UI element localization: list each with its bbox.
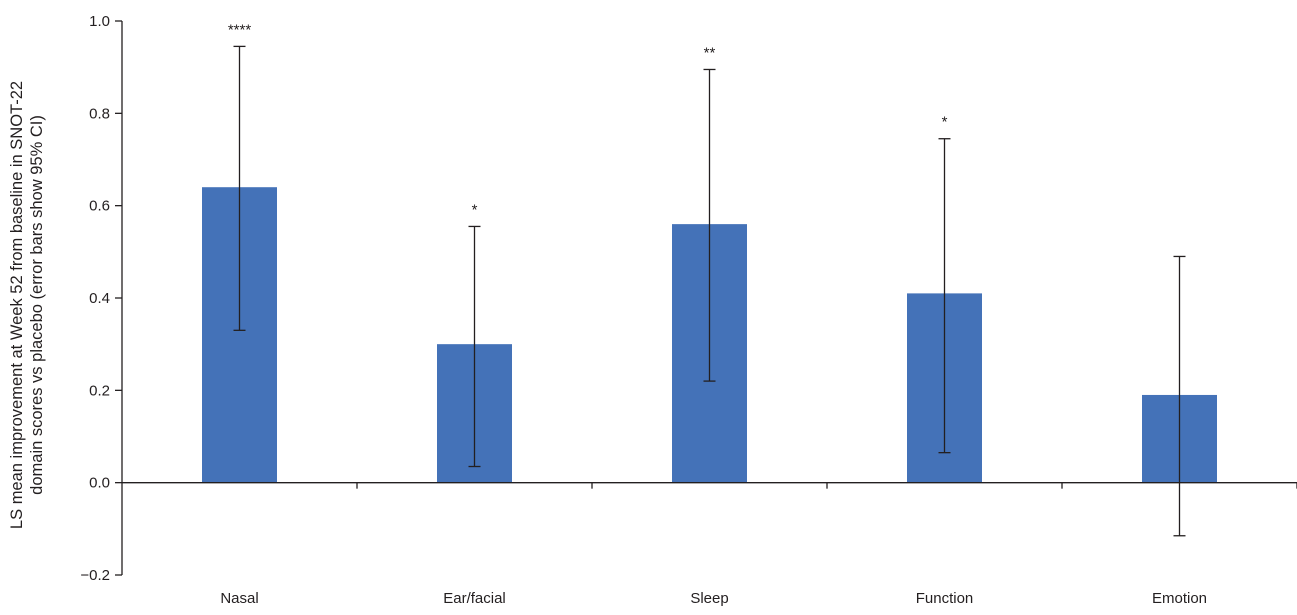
y-tick-label: 0.0 [89, 475, 110, 492]
significance-group: ******** [228, 21, 948, 218]
significance-marker: ** [704, 44, 716, 61]
y-tick-label: 0.4 [89, 290, 110, 307]
x-axis: Nasal Ear/facial Sleep Function Emotion [122, 482, 1297, 607]
y-axis-title-line-2: domain scores vs placebo (error bars sho… [28, 115, 46, 495]
y-tick-label: −0.2 [80, 567, 110, 584]
y-tick-label: 0.2 [89, 382, 110, 399]
y-tick-label: 0.8 [89, 105, 110, 122]
x-category-label: Sleep [690, 590, 728, 607]
error-bars-group [233, 45, 1186, 537]
y-axis-title-line-1: LS mean improvement at Week 52 from base… [8, 81, 26, 529]
significance-marker: * [472, 201, 478, 218]
y-tick-label: 1.0 [89, 13, 110, 30]
x-category-label: Ear/facial [443, 590, 506, 607]
x-category-label: Nasal [220, 590, 258, 607]
y-axis: −0.2 0.0 0.2 0.4 0.6 0.8 1.0 [80, 13, 123, 584]
y-axis-title: LS mean improvement at Week 52 from base… [8, 81, 46, 529]
significance-marker: **** [228, 21, 252, 38]
significance-marker: * [942, 114, 948, 131]
x-category-label: Function [916, 590, 974, 607]
y-tick-label: 0.6 [89, 198, 110, 215]
x-category-label: Emotion [1152, 590, 1207, 607]
